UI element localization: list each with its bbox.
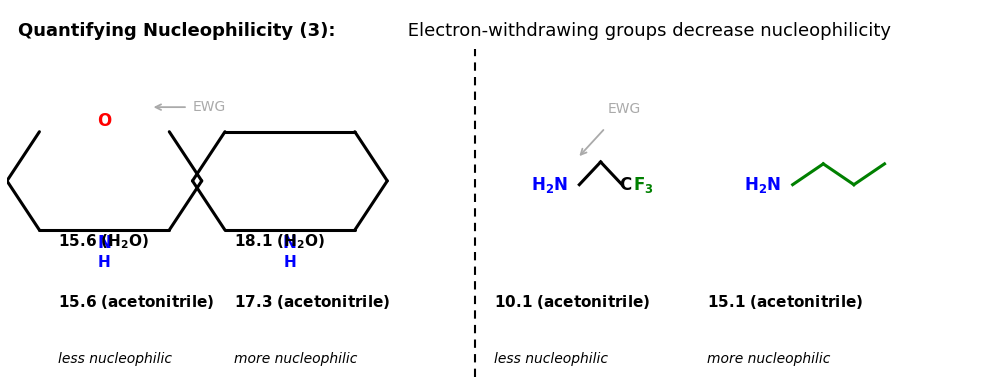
Text: Quantifying Nucleophilicity (3): Electron-withdrawing groups decrease nucleophil: Quantifying Nucleophilicity (3): Electro…: [18, 22, 788, 40]
Text: less nucleophilic: less nucleophilic: [494, 352, 608, 366]
Text: C: C: [619, 176, 632, 194]
Text: more nucleophilic: more nucleophilic: [707, 352, 831, 366]
Text: H: H: [283, 255, 296, 270]
Text: N: N: [283, 234, 297, 252]
Text: $\mathbf{10.1\ (acetonitrile)}$: $\mathbf{10.1\ (acetonitrile)}$: [494, 293, 650, 311]
Text: $\mathbf{F_3}$: $\mathbf{F_3}$: [634, 175, 653, 195]
Text: Electron-withdrawing groups decrease nucleophilicity: Electron-withdrawing groups decrease nuc…: [402, 22, 891, 40]
Text: O: O: [97, 112, 112, 130]
Text: $\mathbf{17.3\ (acetonitrile)}$: $\mathbf{17.3\ (acetonitrile)}$: [235, 293, 390, 311]
Text: Quantifying Nucleophilicity (3):: Quantifying Nucleophilicity (3):: [18, 22, 336, 40]
Text: more nucleophilic: more nucleophilic: [235, 352, 357, 366]
Text: $\mathbf{15.1\ (acetonitrile)}$: $\mathbf{15.1\ (acetonitrile)}$: [707, 293, 863, 311]
Text: H: H: [98, 255, 111, 270]
Text: EWG: EWG: [608, 102, 642, 116]
Text: $\mathbf{15.6\ (acetonitrile)}$: $\mathbf{15.6\ (acetonitrile)}$: [58, 293, 214, 311]
Text: EWG: EWG: [192, 100, 226, 114]
Text: $\mathbf{H_2N}$: $\mathbf{H_2N}$: [531, 175, 568, 195]
Text: $\mathbf{18.1\ (H_2O)}$: $\mathbf{18.1\ (H_2O)}$: [235, 232, 325, 251]
Text: N: N: [97, 234, 111, 252]
Text: less nucleophilic: less nucleophilic: [58, 352, 172, 366]
Text: $\mathbf{15.6\ (H_2O)}$: $\mathbf{15.6\ (H_2O)}$: [58, 232, 148, 251]
Text: $\mathbf{H_2N}$: $\mathbf{H_2N}$: [744, 175, 781, 195]
